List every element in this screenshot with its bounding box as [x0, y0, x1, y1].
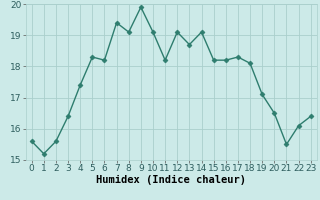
X-axis label: Humidex (Indice chaleur): Humidex (Indice chaleur)	[96, 175, 246, 185]
